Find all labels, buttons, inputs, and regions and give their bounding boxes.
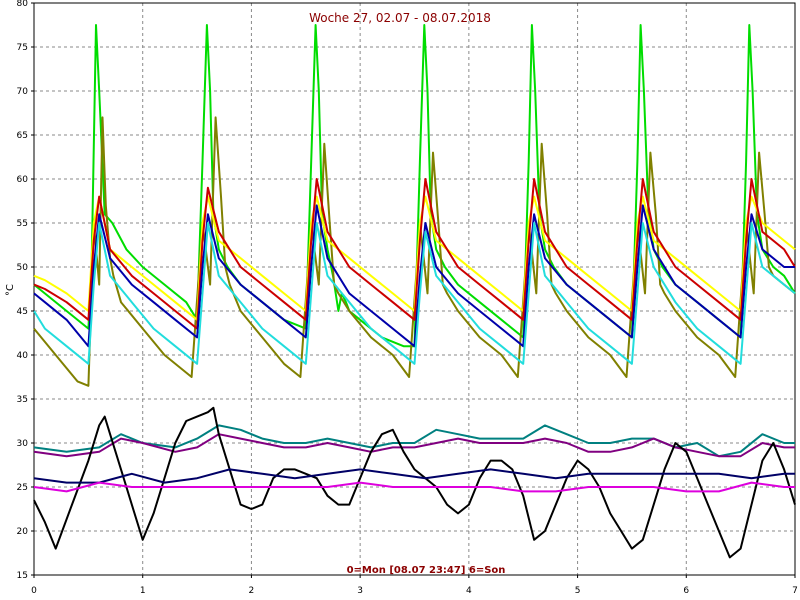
y-tick-label-2: 25 (17, 483, 28, 493)
y-tick-label-3: 30 (17, 439, 29, 449)
series-line-10 (33, 481, 795, 493)
y-tick-label-10: 65 (17, 131, 28, 141)
series-line-6 (33, 424, 795, 458)
y-axis-label: °C (5, 284, 16, 296)
y-tick-label-7: 50 (17, 263, 29, 273)
x-tick-label-6: 6 (683, 586, 689, 596)
x-tick-labels: 0 1 2 3 4 5 6 7 (31, 575, 798, 596)
x-tick-label-0: 0 (31, 586, 37, 596)
series-line-8 (33, 406, 796, 559)
series-line-4 (33, 204, 795, 348)
y-tick-label-6: 45 (17, 307, 28, 317)
chart-footer: 0=Mon [08.07 23:47] 6=Son (347, 565, 506, 576)
y-tick-label-9: 60 (17, 175, 29, 185)
y-tick-labels: 15 20 25 30 35 40 45 50 55 60 65 70 75 80 (17, 0, 34, 581)
series-line-1 (33, 116, 796, 387)
y-tick-label-11: 70 (17, 87, 29, 97)
series-line-5 (33, 222, 796, 365)
series-line-2 (33, 195, 796, 321)
series-line-9 (33, 468, 795, 484)
x-tick-label-3: 3 (357, 586, 363, 596)
data-series (33, 24, 796, 559)
y-tick-label-13: 80 (17, 0, 29, 9)
plot-frame (33, 2, 796, 576)
y-tick-label-0: 15 (17, 571, 28, 581)
y-tick-label-1: 20 (17, 527, 29, 537)
chart-title: Woche 27, 02.07 - 08.07.2018 (309, 11, 491, 25)
x-tick-label-4: 4 (466, 586, 472, 596)
y-tick-label-4: 35 (17, 395, 28, 405)
x-tick-label-2: 2 (249, 586, 255, 596)
series-line-3 (33, 178, 796, 330)
x-tick-label-7: 7 (792, 586, 798, 596)
y-tick-label-12: 75 (17, 43, 28, 53)
x-tick-label-1: 1 (140, 586, 146, 596)
y-tick-label-8: 55 (17, 219, 28, 229)
x-tick-label-5: 5 (575, 586, 581, 596)
y-tick-label-5: 40 (17, 351, 29, 361)
